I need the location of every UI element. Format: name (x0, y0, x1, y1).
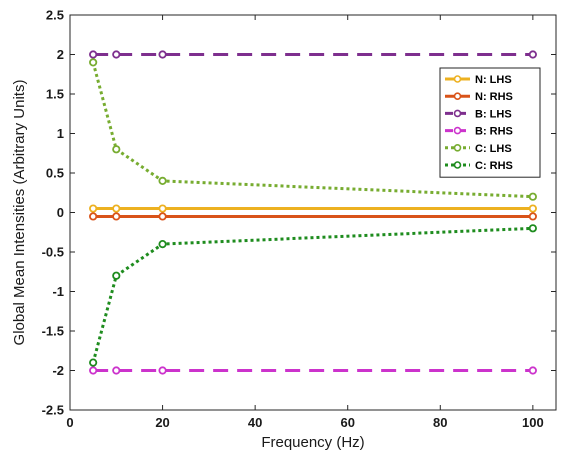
series-c-rhs (89, 224, 537, 367)
legend-label: C: RHS (475, 160, 513, 172)
data-point (112, 212, 121, 221)
data-point (112, 145, 121, 154)
legend-swatch-marker (453, 144, 462, 152)
x-tick-label: 40 (248, 415, 262, 430)
y-tick-label: -0.5 (42, 245, 64, 260)
y-tick-label: 0 (57, 205, 64, 220)
data-point (528, 192, 537, 201)
data-point (528, 204, 537, 213)
x-tick-label: 80 (433, 415, 447, 430)
series-layer (89, 50, 537, 375)
legend-label: C: LHS (475, 143, 512, 155)
y-tick-label: -2 (52, 363, 64, 378)
legend-box (439, 67, 541, 178)
data-point (112, 366, 121, 375)
tick-layer: 0 20 40 60 80 100 -2.5 -2 -1.5 -1 -0.5 0 0.5 1 1.5 2 2.5 (42, 8, 556, 430)
data-point (89, 358, 98, 367)
legend-item: N: RHS (445, 91, 513, 103)
series-c-lhs (89, 58, 537, 201)
data-point (158, 240, 167, 249)
legend-label: N: LHS (475, 74, 512, 86)
data-point (158, 50, 167, 59)
data-point (158, 204, 167, 213)
legend-item: B: LHS (445, 108, 512, 120)
data-point (158, 366, 167, 375)
series-b-lhs (89, 50, 537, 59)
series-line (91, 62, 533, 199)
data-point (528, 50, 537, 59)
x-tick-label: 20 (155, 415, 169, 430)
legend-swatch-marker (453, 126, 462, 135)
x-tick-label: 0 (66, 415, 73, 430)
x-tick-label: 100 (522, 415, 544, 430)
data-point (528, 212, 537, 221)
y-axis-label: Global Mean Intensities (Arbitrary Units… (11, 80, 28, 346)
plot-frame (69, 14, 557, 411)
legend: N: LHS N: RHS B: LHS B: RHS C: LHS C: RHS (439, 67, 541, 178)
legend-item: B: RHS (445, 126, 513, 138)
y-tick-label: -1 (52, 284, 64, 299)
legend-label: N: RHS (475, 91, 513, 103)
data-point (158, 212, 167, 221)
data-point (89, 212, 98, 221)
data-point (89, 58, 98, 67)
x-axis-label: Frequency (Hz) (261, 434, 364, 451)
y-tick-label: -2.5 (42, 403, 64, 418)
y-tick-label: 0.5 (46, 166, 64, 181)
data-point (89, 366, 98, 375)
legend-item: C: LHS (445, 143, 512, 155)
legend-swatch-marker (453, 109, 462, 118)
data-point (89, 50, 98, 59)
y-tick-label: -1.5 (42, 324, 64, 339)
series-n-lhs (89, 204, 537, 213)
y-tick-label: 1 (57, 126, 64, 141)
series-n-rhs (89, 212, 537, 221)
data-point (112, 50, 121, 59)
data-point (528, 366, 537, 375)
y-tick-label: 2.5 (46, 8, 64, 23)
data-point (158, 176, 167, 185)
y-tick-label: 1.5 (46, 87, 64, 102)
data-point (89, 204, 98, 213)
legend-label: B: LHS (475, 108, 512, 120)
legend-swatch-marker (453, 75, 462, 83)
legend-swatch-marker (453, 92, 462, 100)
x-tick-label: 60 (340, 415, 354, 430)
y-tick-label: 2 (57, 47, 64, 62)
data-point (112, 271, 121, 280)
legend-item: N: LHS (445, 74, 512, 86)
series-line (91, 226, 533, 363)
series-b-rhs (89, 366, 537, 375)
legend-swatch-marker (453, 161, 462, 169)
legend-item: C: RHS (445, 160, 513, 172)
legend-label: B: RHS (475, 126, 513, 138)
data-point (112, 204, 121, 213)
data-point (528, 224, 537, 233)
